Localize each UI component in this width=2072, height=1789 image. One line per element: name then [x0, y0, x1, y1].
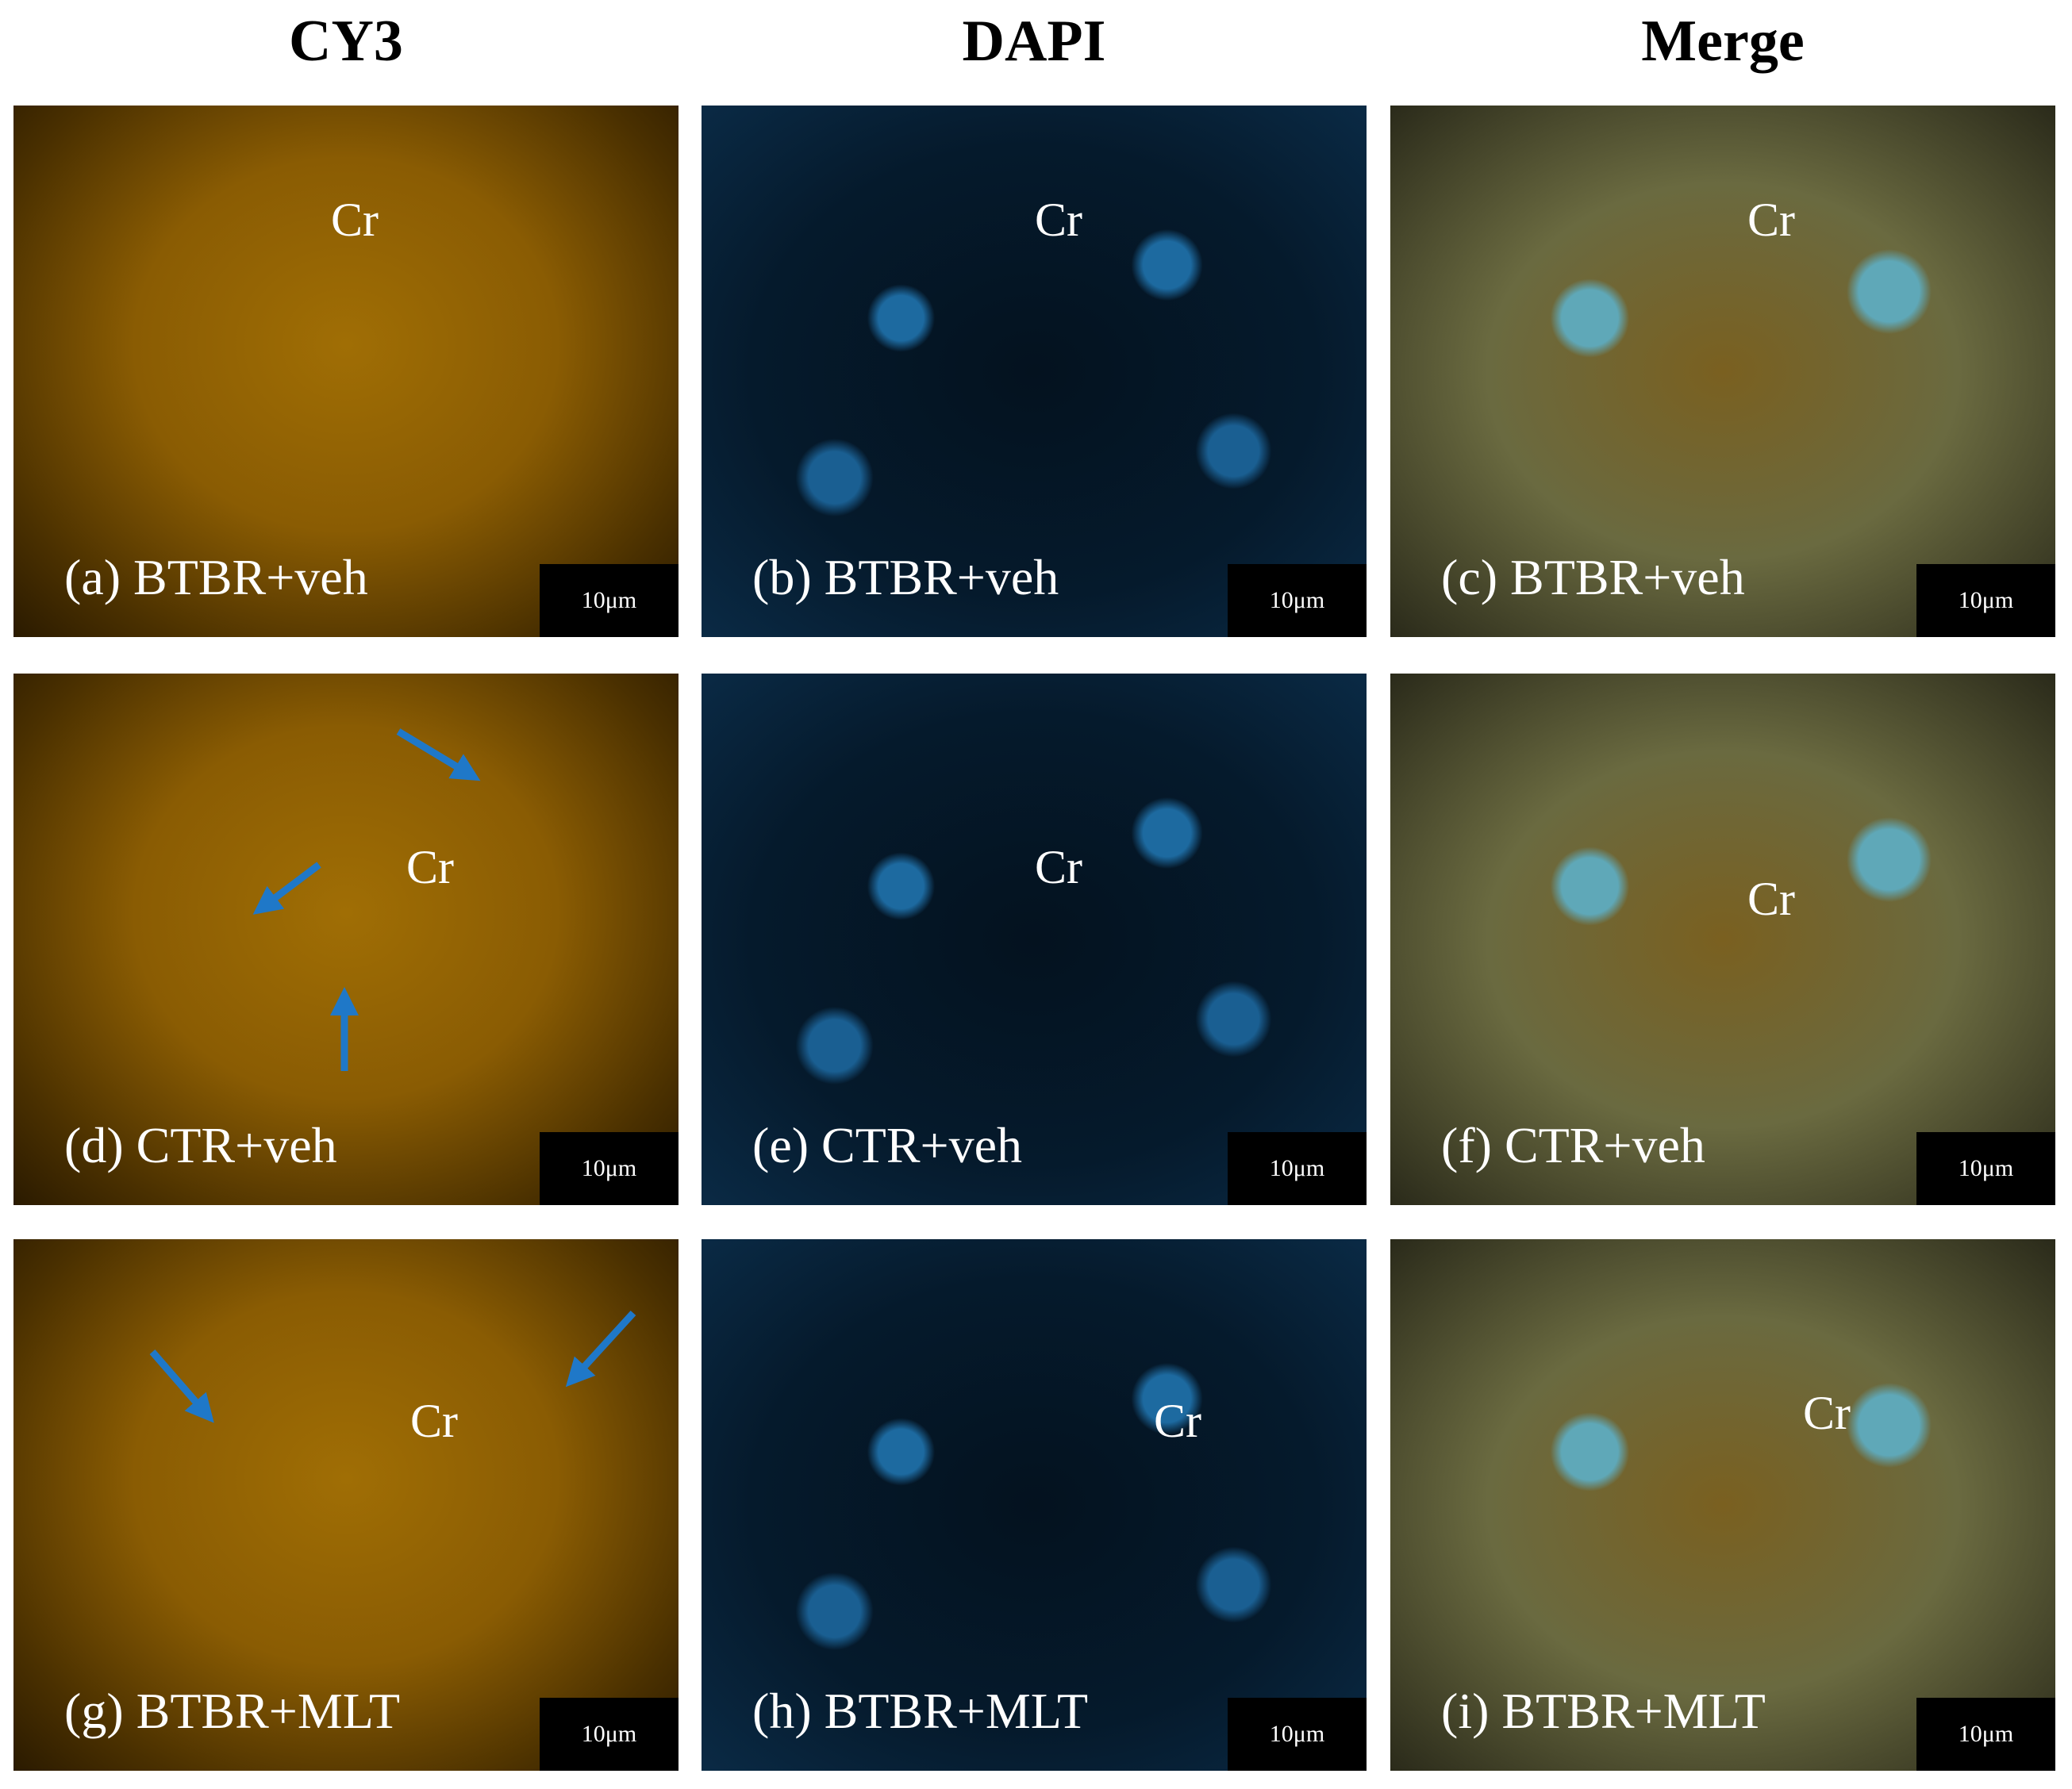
crypt-marker: Cr — [1803, 1387, 1851, 1439]
image-panel: Cr (e) CTR+veh 10μm — [702, 674, 1367, 1205]
scale-bar: 10μm — [540, 1132, 678, 1205]
scale-bar: 10μm — [1228, 1132, 1367, 1205]
image-panel: Cr (d) CTR+veh 10μm — [13, 674, 678, 1205]
column-title: CY3 — [289, 9, 403, 74]
image-panel: Cr (h) BTBR+MLT 10μm — [702, 1239, 1367, 1771]
panel-label: (a) BTBR+veh — [64, 549, 368, 605]
column-title: DAPI — [962, 9, 1106, 74]
scale-bar: 10μm — [1916, 1132, 2055, 1205]
image-panel: Cr (b) BTBR+veh 10μm — [702, 106, 1367, 637]
image-panel: Cr (a) BTBR+veh 10μm — [13, 106, 678, 637]
crypt-marker: Cr — [1747, 873, 1795, 925]
panel-label: (e) CTR+veh — [752, 1117, 1022, 1173]
crypt-marker: Cr — [1035, 841, 1082, 893]
scale-bar: 10μm — [540, 564, 678, 637]
scale-bar: 10μm — [540, 1698, 678, 1771]
crypt-marker: Cr — [1747, 194, 1795, 246]
scale-bar: 10μm — [1916, 564, 2055, 637]
panel-label: (c) BTBR+veh — [1441, 549, 1745, 605]
image-panel: Cr (i) BTBR+MLT 10μm — [1390, 1239, 2055, 1771]
crypt-marker: Cr — [410, 1395, 458, 1447]
scale-bar: 10μm — [1916, 1698, 2055, 1771]
image-panel: Cr (g) BTBR+MLT 10μm — [13, 1239, 678, 1771]
scale-bar: 10μm — [1228, 564, 1367, 637]
panel-label: (d) CTR+veh — [64, 1117, 337, 1173]
column-title: Merge — [1641, 9, 1805, 74]
panel-label: (g) BTBR+MLT — [64, 1683, 401, 1739]
panel-label: (f) CTR+veh — [1441, 1117, 1705, 1173]
crypt-marker: Cr — [1035, 194, 1082, 246]
crypt-marker: Cr — [406, 841, 454, 893]
panel-label: (b) BTBR+veh — [752, 549, 1059, 605]
panel-label: (i) BTBR+MLT — [1441, 1683, 1766, 1739]
crypt-marker: Cr — [331, 194, 379, 246]
image-panel: Cr (c) BTBR+veh 10μm — [1390, 106, 2055, 637]
crypt-marker: Cr — [1154, 1395, 1201, 1447]
image-panel: Cr (f) CTR+veh 10μm — [1390, 674, 2055, 1205]
panel-label: (h) BTBR+MLT — [752, 1683, 1089, 1739]
scale-bar: 10μm — [1228, 1698, 1367, 1771]
